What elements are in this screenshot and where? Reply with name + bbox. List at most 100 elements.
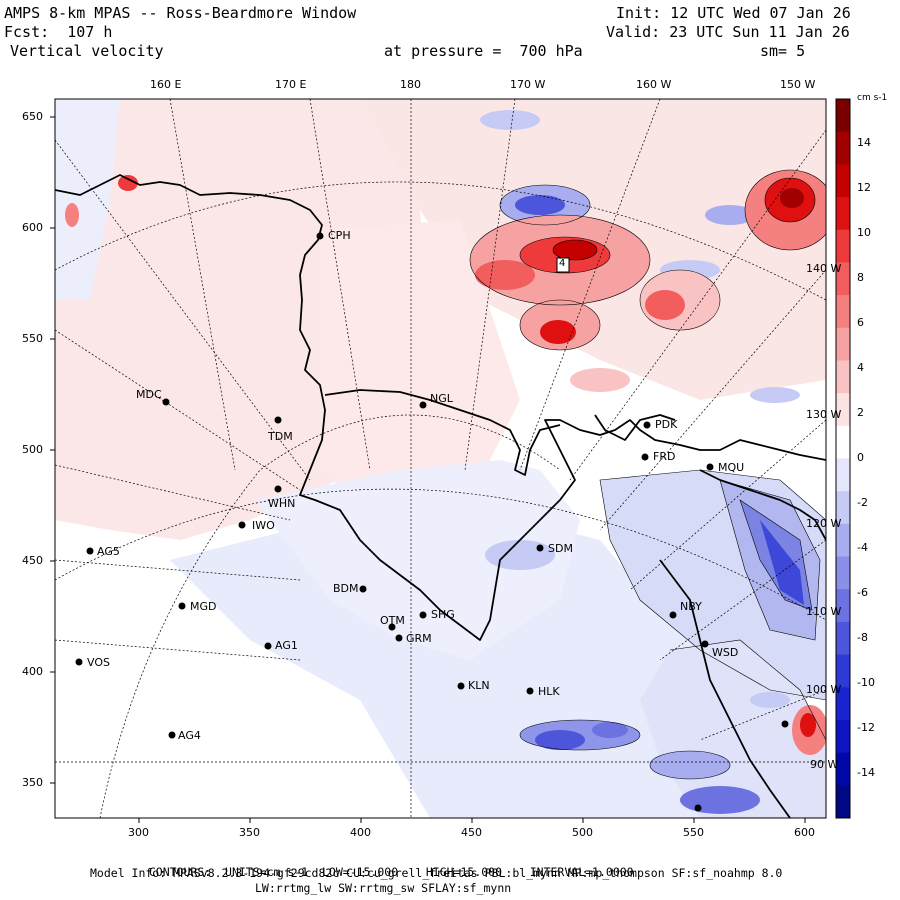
coastline [55,174,826,818]
colorbar-segment [836,393,850,427]
valid-time: Valid: 23 UTC Sun 11 Jan 26 [606,23,850,41]
contours-label: CONTOURS: [148,865,212,879]
colorbar-segment [836,654,850,688]
interval-label: INTERVAL= [529,865,593,879]
model-info: Model Info: MPASv8.2.3-194-gf29cd82c CU:… [90,866,783,880]
station-label: AG1 [275,639,298,652]
colorbar-label: 6 [857,316,864,329]
y-tick-label: 600 [22,221,43,234]
station-label: NGL [430,392,453,405]
plot-frame [54,98,827,819]
station-label: SHG [431,608,455,621]
colorbar-segment [836,719,850,754]
colorbar-segment [836,229,850,263]
colorbar-label: -12 [857,721,875,734]
y-tick-label: 350 [22,776,43,789]
station-label: TDM [268,430,293,443]
x-tick-label: 500 [572,826,593,839]
x-tick-label: 550 [683,826,704,839]
x-tick-label: 400 [350,826,371,839]
internal-lon-label: 120 W [806,517,842,530]
map-title: AMPS 8-km MPAS -- Ross-Beardmore Window [4,4,357,22]
high-value: 15.000 [460,865,503,879]
x-tick-label: 300 [128,826,149,839]
colorbar-label: 8 [857,271,864,284]
colorbar-label: 12 [857,181,871,194]
station-label: KLN [468,679,490,692]
colorbar-frame [835,98,851,819]
station-label: NBY [680,600,702,613]
station-label: MGD [190,600,217,613]
top-lon-label: 180 [400,78,421,91]
station-label: MDC [136,388,162,401]
pressure-level: at pressure = 700 hPa [384,42,583,60]
station-label: PDK [655,418,678,431]
station-label: WSD [712,646,739,659]
interval-value: 1.0000 [592,865,634,879]
colorbar-segment [836,458,850,492]
internal-lon-label: 130 W [806,408,842,421]
map-graticule [55,99,826,818]
colorbar-label: -4 [857,541,868,554]
x-tick-label: 450 [461,826,482,839]
internal-lon-label: 90 W [810,758,839,771]
low-value: -15.000 [349,865,399,879]
station-label: GRM [406,632,432,645]
y-tick-label: 450 [22,554,43,567]
station-label: IWO [252,519,275,532]
colorbar-segment [836,197,850,231]
station-label: HLK [538,685,560,698]
x-tick-label: 600 [794,826,815,839]
colorbar-label: 14 [857,136,871,149]
station-label: AG5 [97,545,120,558]
footer-contours: CONTOURS: UNITS=cm s-1 LOW=-15.000 HIGH=… [135,851,634,879]
colorbar-segment [836,556,850,590]
forecast-hour: Fcst: 107 h [4,23,113,41]
colorbar-label: 10 [857,226,871,239]
colorbar-segment [836,131,850,165]
colorbar-segment [836,295,850,329]
low-label: LOW= [321,865,350,879]
colorbar-segment [836,491,850,525]
colorbar-label: 2 [857,406,864,419]
y-tick-label: 400 [22,665,43,678]
top-lon-label: 160 E [150,78,182,91]
colorbar-segment [836,785,850,819]
colorbar-segment [836,523,850,558]
units-label: UNITS=cm s-1 [225,865,309,879]
station-4-box [556,257,570,273]
colorbar-segment [836,327,850,361]
colorbar-segment [836,687,850,721]
colorbar-segment [836,752,850,786]
field-name: Vertical velocity [10,42,164,60]
colorbar-segment [836,621,850,656]
top-lon-label: 170 W [510,78,546,91]
colorbar-label: -10 [857,676,875,689]
high-label: HIGH= [425,865,461,879]
colorbar-segment [836,425,850,459]
top-lon-label: 150 W [780,78,816,91]
colorbar-label: -2 [857,496,868,509]
colorbar-label: -8 [857,631,868,644]
station-label: 4 [559,258,566,269]
colorbar-label: -14 [857,766,875,779]
colorbar-segment [836,262,850,296]
top-lon-label: 170 E [275,78,307,91]
vertical-velocity-field [55,99,826,818]
y-tick-label: 500 [22,443,43,456]
colorbar-label: 0 [857,451,864,464]
smoothing: sm= 5 [760,42,806,60]
station-label: SDM [548,542,573,555]
colorbar-units: cm s-1 [857,93,888,103]
contour-lines [469,169,826,780]
top-lon-label: 160 W [636,78,672,91]
station-label: WHN [268,497,296,510]
internal-lon-label: 110 W [806,605,842,618]
axis-ticks [50,116,806,823]
internal-lon-label: 100 W [806,683,842,696]
station-label: MQU [718,461,745,474]
colorbar-segment [836,164,850,198]
model-info-2: LW:rrtmg_lw SW:rrtmg_sw SFLAY:sf_mynn [255,881,512,895]
station-label: FRD [653,450,676,463]
